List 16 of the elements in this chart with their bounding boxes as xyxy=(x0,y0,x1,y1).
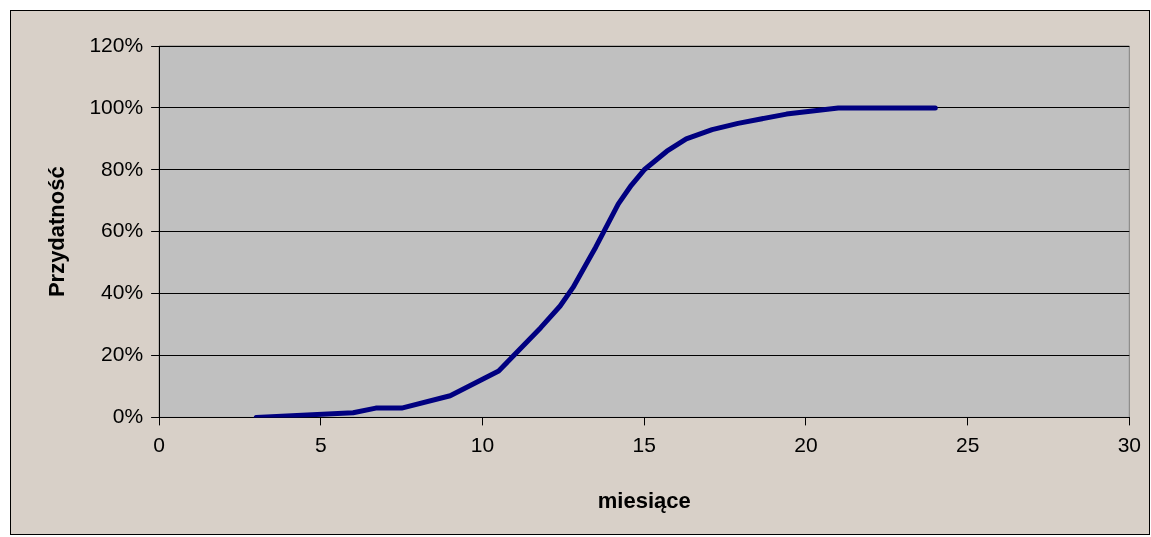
x-tick-label: 10 xyxy=(470,432,495,456)
x-tick-label: 5 xyxy=(314,432,327,456)
x-tick-label: 20 xyxy=(794,432,818,456)
y-tick-label: 100% xyxy=(89,94,144,118)
x-tick-label: 30 xyxy=(1117,432,1141,456)
y-tick-label: 20% xyxy=(101,342,144,366)
x-tick-label: 0 xyxy=(153,432,165,456)
x-tick-label: 15 xyxy=(632,432,656,456)
y-tick-label: 60% xyxy=(101,218,144,242)
y-tick-label: 40% xyxy=(101,280,144,304)
y-tick-label: 80% xyxy=(101,156,144,180)
x-axis-title: miesiące xyxy=(597,487,691,513)
y-tick-label: 120% xyxy=(89,32,144,56)
x-tick-label: 25 xyxy=(955,432,980,456)
y-tick-label: 0% xyxy=(112,404,144,428)
y-axis-title: Przydatność xyxy=(44,166,70,298)
